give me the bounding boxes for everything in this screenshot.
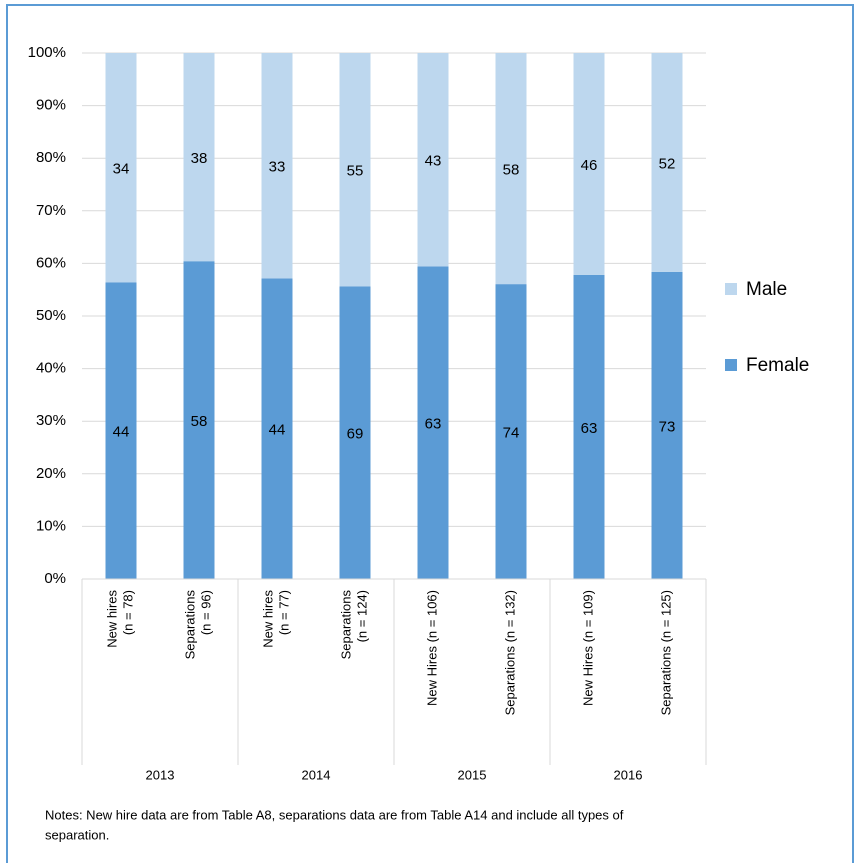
x-tick-label: (n = 78) [120, 590, 135, 635]
group-label: 2016 [614, 767, 643, 782]
y-tick-label: 10% [36, 517, 66, 534]
y-tick-label: 90% [36, 97, 66, 114]
x-tick-label: (n = 96) [198, 590, 213, 635]
bar-segment [417, 53, 449, 267]
bar-segment [573, 274, 605, 579]
bar-segment [105, 282, 137, 579]
bar-segment [183, 53, 215, 262]
x-tick-label: New hires [104, 590, 119, 648]
data-label: 58 [503, 162, 520, 179]
bar-segment [417, 266, 449, 579]
legend-label: Male [746, 279, 787, 300]
data-label: 46 [581, 157, 598, 174]
y-tick-label: 60% [36, 254, 66, 271]
data-label: 38 [191, 150, 208, 167]
y-tick-label: 70% [36, 202, 66, 219]
legend-swatch [725, 283, 737, 295]
x-tick-label: New hires [260, 590, 275, 648]
bar-segment [651, 53, 683, 272]
legend-swatch [725, 359, 737, 371]
x-tick-label: (n = 124) [354, 590, 369, 642]
bar-segment [495, 53, 527, 285]
x-tick-label: Separations [338, 590, 353, 660]
y-tick-label: 100% [28, 44, 66, 61]
x-tick-label: New Hires (n = 109) [580, 590, 595, 706]
y-tick-label: 30% [36, 412, 66, 429]
group-label: 2014 [302, 767, 331, 782]
data-label: 73 [659, 418, 676, 435]
data-label: 58 [191, 413, 208, 430]
data-label: 33 [269, 159, 286, 176]
bar-segment [495, 284, 527, 579]
data-label: 43 [425, 153, 442, 170]
data-label: 44 [113, 424, 130, 441]
x-tick-label: Separations [182, 590, 197, 660]
x-tick-label: Separations (n = 125) [658, 590, 673, 715]
bar-segment [339, 286, 371, 579]
data-label: 63 [425, 416, 442, 433]
x-tick-label: (n = 77) [276, 590, 291, 635]
x-tick-label: Separations (n = 132) [502, 590, 517, 715]
data-label: 63 [581, 420, 598, 437]
x-tick-label: New Hires (n = 106) [424, 590, 439, 706]
bar-segment [261, 278, 293, 579]
group-label: 2015 [458, 767, 487, 782]
bar-segment [183, 261, 215, 579]
note: separation. [45, 827, 109, 842]
data-label: 34 [113, 161, 130, 178]
note: Notes: New hire data are from Table A8, … [45, 807, 624, 822]
bar-segment [651, 271, 683, 579]
legend-label: Female [746, 355, 809, 376]
y-tick-label: 80% [36, 149, 66, 166]
bar-segment [339, 53, 371, 287]
data-label: 52 [659, 155, 676, 172]
frame [6, 4, 854, 863]
bar-segment [105, 53, 137, 283]
group-label: 2013 [146, 767, 175, 782]
bar-segment [261, 53, 293, 279]
data-label: 74 [503, 425, 520, 442]
data-label: 44 [269, 422, 286, 439]
bar-segment [573, 53, 605, 275]
y-tick-label: 40% [36, 360, 66, 377]
data-label: 69 [347, 426, 364, 443]
y-tick-label: 20% [36, 465, 66, 482]
data-label: 55 [347, 163, 364, 180]
y-tick-label: 50% [36, 307, 66, 324]
y-tick-label: 0% [44, 570, 66, 587]
